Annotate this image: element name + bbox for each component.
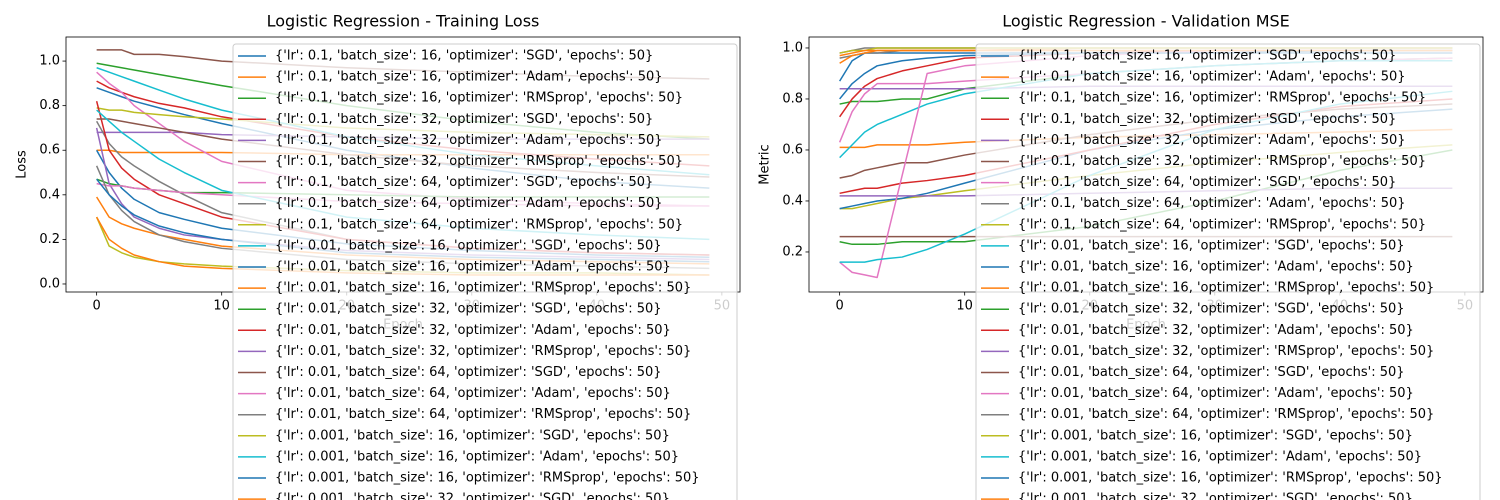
legend-label: {'lr': 0.001, 'batch_size': 16, 'optimiz… xyxy=(275,449,679,464)
legend-box xyxy=(975,43,1481,500)
legend-label: {'lr': 0.001, 'batch_size': 16, 'optimiz… xyxy=(1018,428,1413,443)
legend-label: {'lr': 0.1, 'batch_size': 64, 'optimizer… xyxy=(1018,175,1396,190)
legend-label: {'lr': 0.01, 'batch_size': 16, 'optimize… xyxy=(275,260,671,275)
legend-label: {'lr': 0.1, 'batch_size': 64, 'optimizer… xyxy=(275,175,653,190)
legend-label: {'lr': 0.01, 'batch_size': 32, 'optimize… xyxy=(275,302,662,317)
legend-label: {'lr': 0.01, 'batch_size': 32, 'optimize… xyxy=(275,323,671,338)
legend-label: {'lr': 0.01, 'batch_size': 16, 'optimize… xyxy=(1018,238,1405,253)
legend-label: {'lr': 0.1, 'batch_size': 16, 'optimizer… xyxy=(1018,91,1426,106)
y-tick-label: 0.8 xyxy=(782,91,803,106)
y-tick-label: 0.8 xyxy=(39,98,60,113)
legend-label: {'lr': 0.1, 'batch_size': 64, 'optimizer… xyxy=(1018,217,1426,232)
y-tick-label: 0.4 xyxy=(39,187,60,202)
legend-label: {'lr': 0.01, 'batch_size': 32, 'optimize… xyxy=(275,344,691,359)
legend-label: {'lr': 0.01, 'batch_size': 64, 'optimize… xyxy=(275,365,662,380)
legend-label: {'lr': 0.1, 'batch_size': 64, 'optimizer… xyxy=(1018,196,1406,211)
y-tick-label: 0.6 xyxy=(39,143,60,158)
legend-label: {'lr': 0.01, 'batch_size': 16, 'optimize… xyxy=(1018,281,1434,296)
legend-label: {'lr': 0.1, 'batch_size': 16, 'optimizer… xyxy=(1018,49,1396,64)
legend-label: {'lr': 0.1, 'batch_size': 32, 'optimizer… xyxy=(275,133,663,148)
y-axis-label: Loss xyxy=(15,150,30,179)
legend-label: {'lr': 0.01, 'batch_size': 64, 'optimize… xyxy=(1018,386,1414,401)
legend-label: {'lr': 0.01, 'batch_size': 32, 'optimize… xyxy=(1018,344,1434,359)
y-tick-label: 1.0 xyxy=(39,54,60,69)
subplot: Logistic Regression - Training LossEpoch… xyxy=(15,12,741,500)
legend-label: {'lr': 0.01, 'batch_size': 16, 'optimize… xyxy=(275,281,691,296)
legend-label: {'lr': 0.01, 'batch_size': 32, 'optimize… xyxy=(1018,302,1405,317)
legend-label: {'lr': 0.001, 'batch_size': 16, 'optimiz… xyxy=(1018,449,1422,464)
legend-box xyxy=(232,43,738,500)
legend-label: {'lr': 0.1, 'batch_size': 16, 'optimizer… xyxy=(275,70,663,85)
legend-label: {'lr': 0.1, 'batch_size': 32, 'optimizer… xyxy=(275,154,683,169)
legend-label: {'lr': 0.01, 'batch_size': 64, 'optimize… xyxy=(1018,407,1434,422)
legend-label: {'lr': 0.1, 'batch_size': 16, 'optimizer… xyxy=(275,91,683,106)
y-tick-label: 0.0 xyxy=(39,276,60,291)
y-tick-label: 0.2 xyxy=(39,232,60,247)
legend-label: {'lr': 0.001, 'batch_size': 32, 'optimiz… xyxy=(1018,492,1413,500)
legend-label: {'lr': 0.01, 'batch_size': 16, 'optimize… xyxy=(275,238,662,253)
legend-label: {'lr': 0.1, 'batch_size': 32, 'optimizer… xyxy=(1018,133,1406,148)
y-tick-label: 0.4 xyxy=(782,193,803,208)
y-axis-label: Metric xyxy=(758,144,773,184)
legend-label: {'lr': 0.01, 'batch_size': 16, 'optimize… xyxy=(1018,260,1414,275)
x-tick-label: 0 xyxy=(835,299,843,314)
legend-label: {'lr': 0.001, 'batch_size': 16, 'optimiz… xyxy=(275,428,670,443)
y-tick-label: 1.0 xyxy=(782,40,803,55)
x-tick-label: 10 xyxy=(213,299,230,314)
legend-label: {'lr': 0.01, 'batch_size': 64, 'optimize… xyxy=(275,386,671,401)
subplot: Logistic Regression - Validation MSEEpoc… xyxy=(758,12,1484,500)
y-tick-label: 0.2 xyxy=(782,244,803,259)
legend-label: {'lr': 0.1, 'batch_size': 64, 'optimizer… xyxy=(275,196,663,211)
legend-label: {'lr': 0.1, 'batch_size': 32, 'optimizer… xyxy=(275,112,653,127)
legend-label: {'lr': 0.1, 'batch_size': 64, 'optimizer… xyxy=(275,217,683,232)
legend: {'lr': 0.1, 'batch_size': 16, 'optimizer… xyxy=(232,43,738,500)
y-tick-label: 0.6 xyxy=(782,142,803,157)
legend-label: {'lr': 0.1, 'batch_size': 32, 'optimizer… xyxy=(1018,112,1396,127)
legend-label: {'lr': 0.01, 'batch_size': 64, 'optimize… xyxy=(1018,365,1405,380)
legend-label: {'lr': 0.1, 'batch_size': 16, 'optimizer… xyxy=(1018,70,1406,85)
chart-title: Logistic Regression - Training Loss xyxy=(267,12,540,31)
legend-label: {'lr': 0.001, 'batch_size': 16, 'optimiz… xyxy=(275,471,700,486)
x-tick-label: 0 xyxy=(92,299,100,314)
legend-label: {'lr': 0.001, 'batch_size': 16, 'optimiz… xyxy=(1018,471,1443,486)
legend: {'lr': 0.1, 'batch_size': 16, 'optimizer… xyxy=(975,43,1481,500)
chart-title: Logistic Regression - Validation MSE xyxy=(1002,12,1290,31)
x-tick-label: 10 xyxy=(956,299,973,314)
legend-label: {'lr': 0.001, 'batch_size': 32, 'optimiz… xyxy=(275,492,670,500)
legend-label: {'lr': 0.01, 'batch_size': 64, 'optimize… xyxy=(275,407,691,422)
legend-label: {'lr': 0.1, 'batch_size': 32, 'optimizer… xyxy=(1018,154,1426,169)
legend-label: {'lr': 0.01, 'batch_size': 32, 'optimize… xyxy=(1018,323,1414,338)
legend-label: {'lr': 0.1, 'batch_size': 16, 'optimizer… xyxy=(275,49,653,64)
